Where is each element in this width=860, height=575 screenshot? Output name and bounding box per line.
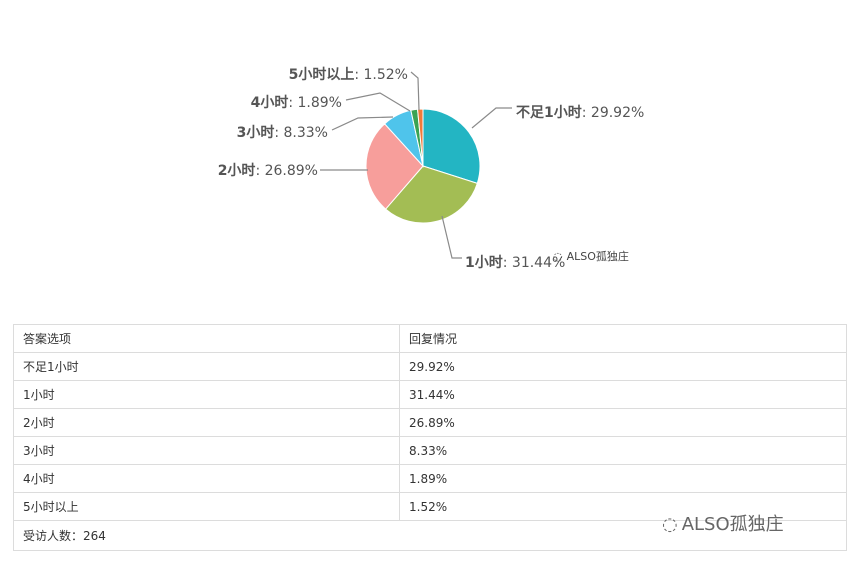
table-row: 5小时以上 1.52% <box>13 492 847 521</box>
leader-line <box>410 71 420 111</box>
pie-leader-lines <box>320 71 512 259</box>
slice-label-value: : 8.33% <box>274 125 328 141</box>
pie-slice <box>422 108 481 184</box>
chart-watermark-text: ALSO孤独庄 <box>566 250 629 263</box>
leader-line <box>441 215 462 259</box>
row-option: 5小时以上 <box>13 492 400 521</box>
table-footer-row: 受访人数：264 <box>13 520 847 551</box>
header-response: 回复情况 <box>399 324 847 353</box>
row-percent: 1.52% <box>399 492 847 521</box>
row-option: 1小时 <box>13 380 400 409</box>
slice-label-name: 4小时 <box>251 94 289 111</box>
header-answer-option: 答案选项 <box>13 324 400 353</box>
slice-label: 3小时: 8.33% <box>237 124 328 141</box>
slice-label: 1小时: 31.44% <box>465 254 565 271</box>
pie-slice <box>417 108 424 167</box>
corner-watermark-text: ALSO孤独庄 <box>681 514 784 535</box>
table-row: 3小时 8.33% <box>13 436 847 465</box>
row-percent: 1.89% <box>399 464 847 493</box>
table-row: 2小时 26.89% <box>13 408 847 437</box>
slice-label-value: : 1.52% <box>354 67 408 83</box>
leader-line <box>331 116 394 131</box>
slice-label-name: 1小时 <box>465 254 503 271</box>
chart-watermark: ◌ ALSO孤独庄 <box>553 248 629 264</box>
slice-label-value: : 29.92% <box>582 105 645 121</box>
slice-label: 5小时以上: 1.52% <box>289 66 408 83</box>
slice-label: 不足1小时: 29.92% <box>516 104 644 121</box>
row-percent: 8.33% <box>399 436 847 465</box>
respondent-count: 受访人数：264 <box>13 520 847 551</box>
slice-label: 4小时: 1.89% <box>251 94 342 111</box>
row-percent: 26.89% <box>399 408 847 437</box>
pie-slices <box>365 108 481 224</box>
table-row: 4小时 1.89% <box>13 464 847 493</box>
corner-watermark: ◌ ALSO孤独庄 <box>662 510 784 536</box>
slice-label: 2小时: 26.89% <box>218 162 318 179</box>
pie-labels: 不足1小时: 29.92%1小时: 31.44%2小时: 26.89%3小时: … <box>218 66 645 271</box>
row-percent: 29.92% <box>399 352 847 381</box>
slice-label-value: : 31.44% <box>503 255 566 271</box>
results-table: 答案选项 回复情况 不足1小时 29.92% 1小时 31.44% 2小时 26… <box>13 324 847 551</box>
wechat-icon: ◌ <box>553 250 563 263</box>
pie-chart: 不足1小时: 29.92%1小时: 31.44%2小时: 26.89%3小时: … <box>218 66 645 271</box>
table-row: 1小时 31.44% <box>13 380 847 409</box>
slice-label-value: : 1.89% <box>288 95 342 111</box>
wechat-icon: ◌ <box>662 514 678 535</box>
row-percent: 31.44% <box>399 380 847 409</box>
slice-label-name: 2小时 <box>218 162 256 179</box>
row-option: 4小时 <box>13 464 400 493</box>
slice-label-name: 5小时以上 <box>289 66 355 83</box>
leader-line <box>345 92 411 112</box>
leader-line <box>471 107 512 129</box>
row-option: 3小时 <box>13 436 400 465</box>
row-option: 不足1小时 <box>13 352 400 381</box>
table-header-row: 答案选项 回复情况 <box>13 324 847 353</box>
slice-label-name: 3小时 <box>237 124 275 141</box>
slice-label-value: : 26.89% <box>255 163 318 179</box>
pie-slice <box>365 123 424 210</box>
slice-label-name: 不足1小时 <box>516 104 582 121</box>
table-row: 不足1小时 29.92% <box>13 352 847 381</box>
row-option: 2小时 <box>13 408 400 437</box>
pie-slice <box>384 165 478 224</box>
